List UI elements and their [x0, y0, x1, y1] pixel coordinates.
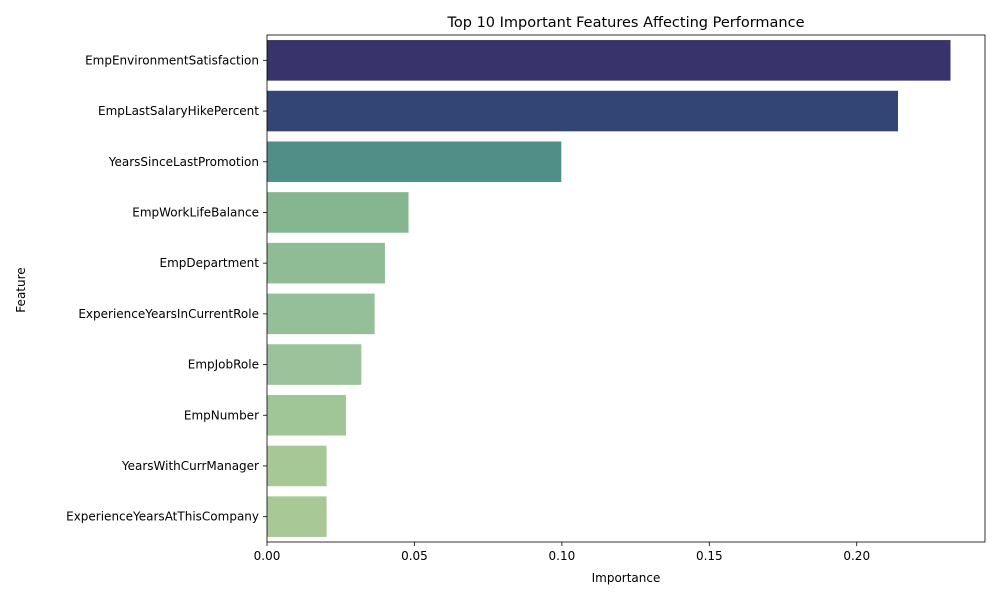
- x-tick-label: 0.15: [696, 549, 723, 563]
- bar-emp-environment-satisfaction: [267, 40, 951, 81]
- y-tick-label: YearsWithCurrManager: [121, 459, 259, 473]
- y-tick-label: EmpJobRole: [188, 358, 259, 372]
- y-tick-label: EmpWorkLifeBalance: [132, 205, 259, 219]
- y-tick-label: ExperienceYearsAtThisCompany: [66, 510, 259, 524]
- plot-frame: [266, 34, 986, 543]
- bar-emp-work-life-balance: [267, 192, 409, 233]
- bar-emp-job-role: [267, 344, 362, 385]
- bar-years-since-last-promotion: [267, 141, 562, 183]
- y-tick-label: YearsSinceLastPromotion: [108, 155, 259, 169]
- x-tick-label: 0.20: [843, 549, 870, 563]
- bar-years-with-curr-manager: [267, 445, 327, 487]
- bar-experience-years-at-this-company: [267, 496, 327, 537]
- y-tick-label: EmpNumber: [184, 408, 259, 422]
- x-tick-label: 0.00: [254, 549, 281, 563]
- x-axis-title: Importance: [592, 571, 661, 585]
- x-tick-label: 0.05: [401, 549, 428, 563]
- y-axis-title: Feature: [14, 267, 28, 312]
- chart-title: Top 10 Important Features Affecting Perf…: [447, 15, 805, 31]
- y-tick-label: EmpLastSalaryHikePercent: [98, 104, 259, 118]
- y-tick-label: ExperienceYearsInCurrentRole: [78, 307, 259, 321]
- bar-emp-last-salary-hike-percent: [267, 90, 899, 132]
- x-tick-label: 0.10: [549, 549, 576, 563]
- bar-experience-years-in-current-role: [267, 293, 375, 335]
- y-tick-label: EmpEnvironmentSatisfaction: [85, 53, 259, 67]
- bar-emp-department: [267, 242, 385, 284]
- y-tick-label: EmpDepartment: [159, 256, 259, 270]
- bar-emp-number: [267, 394, 347, 436]
